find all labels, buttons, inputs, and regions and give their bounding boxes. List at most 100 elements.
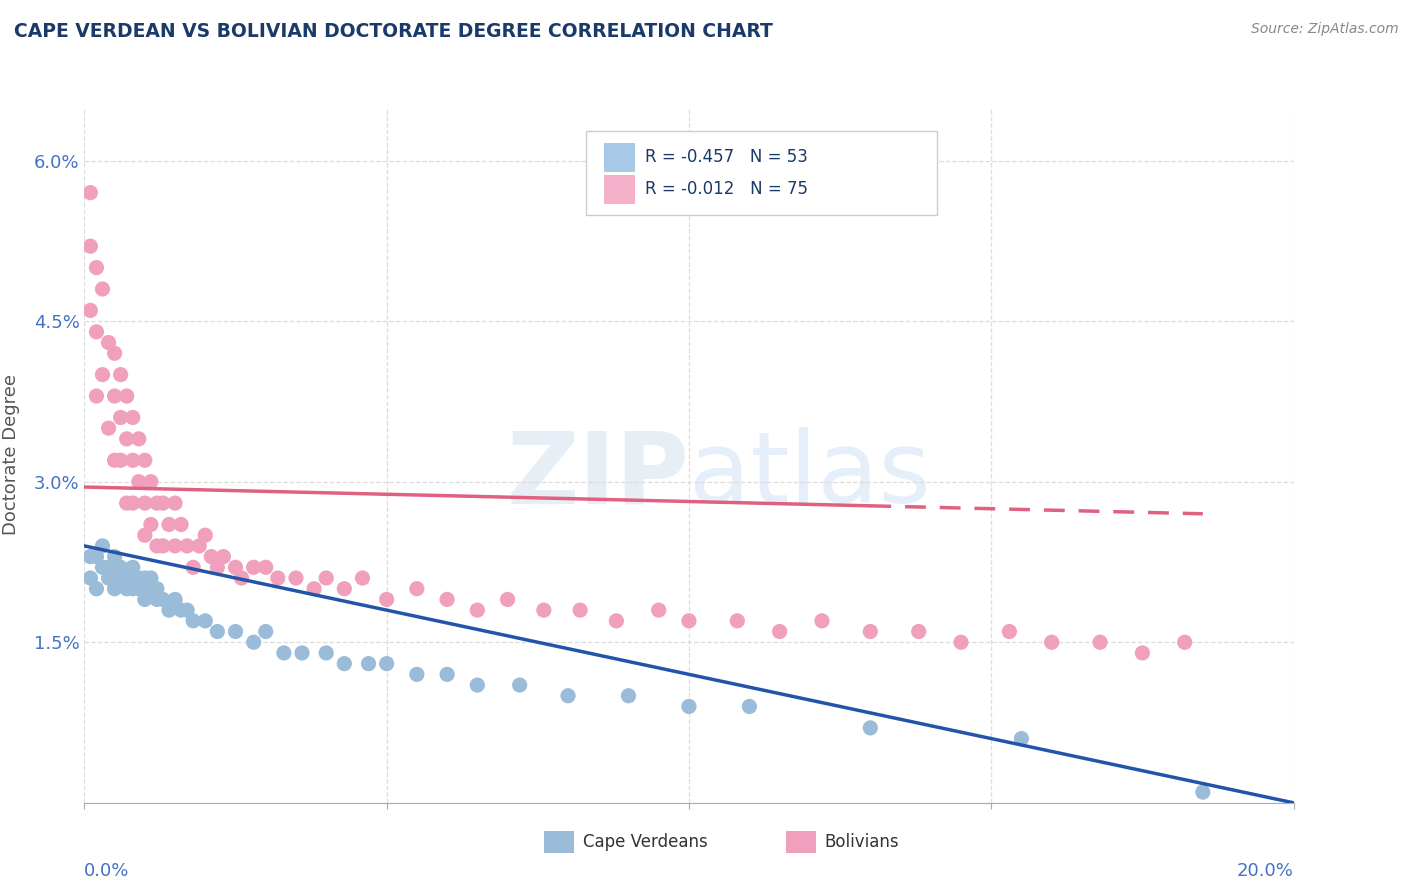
Point <box>170 517 193 532</box>
Point <box>467 603 489 617</box>
Point <box>91 560 114 574</box>
Point <box>242 560 264 574</box>
Point <box>121 496 143 510</box>
Point <box>406 667 429 681</box>
Point <box>605 614 627 628</box>
Point <box>1174 635 1197 649</box>
Point <box>1192 785 1215 799</box>
Point <box>170 603 193 617</box>
Point <box>146 592 169 607</box>
Point <box>267 571 290 585</box>
Text: atlas: atlas <box>689 427 931 524</box>
Point <box>1040 635 1063 649</box>
Point <box>678 699 700 714</box>
Point <box>104 582 127 596</box>
Point <box>181 560 204 574</box>
Point <box>86 389 108 403</box>
Point <box>357 657 380 671</box>
Point <box>79 239 101 253</box>
Point <box>91 539 114 553</box>
Point <box>115 582 138 596</box>
Point <box>104 549 127 564</box>
Point <box>254 560 277 574</box>
Point <box>225 560 247 574</box>
Point <box>110 368 132 382</box>
Point <box>225 624 247 639</box>
Point <box>467 678 489 692</box>
Point <box>91 282 114 296</box>
Point <box>725 614 748 628</box>
Point <box>302 582 325 596</box>
Point <box>97 571 120 585</box>
Point <box>157 517 180 532</box>
Point <box>769 624 792 639</box>
Point <box>194 614 217 628</box>
Point <box>86 582 108 596</box>
Point <box>86 325 108 339</box>
Point <box>436 667 458 681</box>
Point <box>79 549 101 564</box>
Point <box>110 571 132 585</box>
Point <box>998 624 1021 639</box>
Point <box>79 571 101 585</box>
Point <box>859 721 882 735</box>
Point <box>128 571 150 585</box>
Point <box>406 582 429 596</box>
FancyBboxPatch shape <box>586 131 936 215</box>
Point <box>165 592 187 607</box>
Point <box>333 582 356 596</box>
Point <box>333 657 356 671</box>
Text: 0.0%: 0.0% <box>84 862 129 880</box>
Point <box>134 496 156 510</box>
Point <box>146 582 169 596</box>
Point <box>152 496 174 510</box>
Text: Cape Verdeans: Cape Verdeans <box>582 833 707 851</box>
Point <box>146 496 169 510</box>
Point <box>110 410 132 425</box>
Point <box>128 432 150 446</box>
Point <box>273 646 295 660</box>
Point <box>139 475 162 489</box>
Point <box>104 346 127 360</box>
Point <box>86 260 108 275</box>
Point <box>91 368 114 382</box>
Point <box>950 635 973 649</box>
Text: 20.0%: 20.0% <box>1237 862 1294 880</box>
Point <box>1011 731 1033 746</box>
Point <box>569 603 592 617</box>
Point <box>157 603 180 617</box>
Point <box>110 453 132 467</box>
Point <box>285 571 308 585</box>
Point <box>188 539 211 553</box>
Point <box>79 303 101 318</box>
Point <box>375 657 398 671</box>
Point <box>104 389 127 403</box>
Point <box>97 421 120 435</box>
Point <box>181 614 204 628</box>
Text: CAPE VERDEAN VS BOLIVIAN DOCTORATE DEGREE CORRELATION CHART: CAPE VERDEAN VS BOLIVIAN DOCTORATE DEGRE… <box>14 22 773 41</box>
Text: R = -0.457   N = 53: R = -0.457 N = 53 <box>645 148 808 166</box>
Point <box>97 335 120 350</box>
Point <box>104 560 127 574</box>
Point <box>134 592 156 607</box>
Point <box>121 560 143 574</box>
Text: ZIP: ZIP <box>506 427 689 524</box>
Point <box>194 528 217 542</box>
Point <box>738 699 761 714</box>
Point <box>139 517 162 532</box>
FancyBboxPatch shape <box>544 830 574 853</box>
Point <box>907 624 929 639</box>
Point <box>152 592 174 607</box>
Point <box>496 592 519 607</box>
Point <box>315 571 337 585</box>
Text: R = -0.012   N = 75: R = -0.012 N = 75 <box>645 180 808 198</box>
FancyBboxPatch shape <box>605 143 634 172</box>
Point <box>104 453 127 467</box>
Point <box>207 624 229 639</box>
Point <box>436 592 458 607</box>
Point <box>134 453 156 467</box>
Text: Source: ZipAtlas.com: Source: ZipAtlas.com <box>1251 22 1399 37</box>
Point <box>128 582 150 596</box>
Point <box>242 635 264 649</box>
Point <box>139 582 162 596</box>
